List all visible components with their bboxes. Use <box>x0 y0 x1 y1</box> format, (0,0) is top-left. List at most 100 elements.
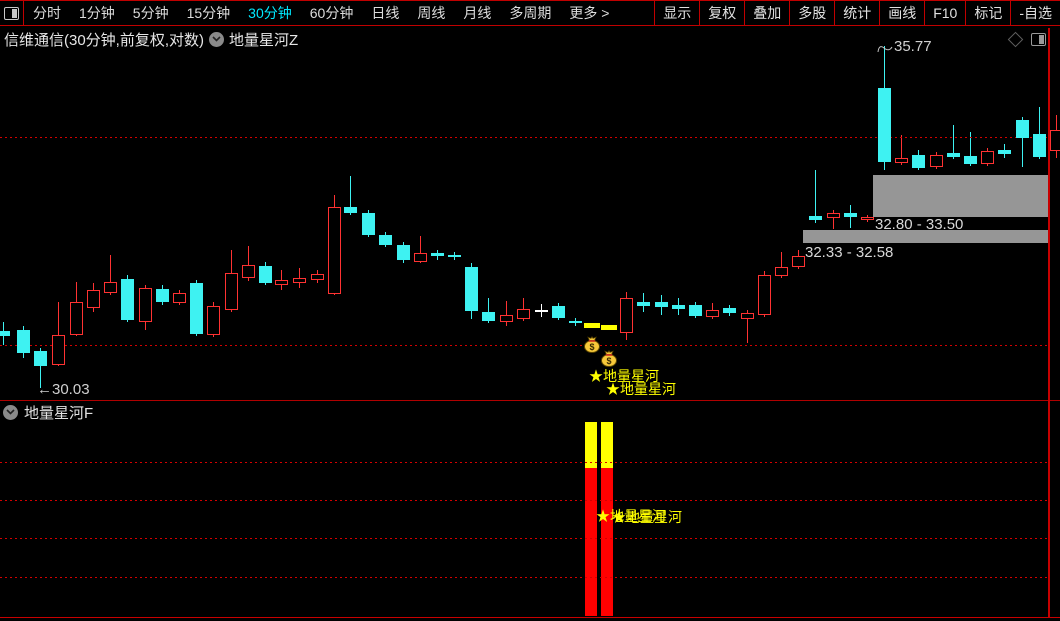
candle <box>311 274 324 280</box>
toolbar-button-1[interactable]: 复权 <box>699 1 744 25</box>
candle <box>981 151 994 164</box>
period-tab-5[interactable]: 60分钟 <box>309 5 354 21</box>
candle-wick <box>815 170 816 223</box>
gridline <box>0 137 1048 138</box>
toolbar-button-0[interactable]: 显示 <box>654 1 699 25</box>
candle <box>1033 134 1046 157</box>
candle <box>741 313 754 319</box>
candle-wick <box>833 210 834 229</box>
toolbar-button-5[interactable]: 画线 <box>879 1 924 25</box>
indicator-bar-bottom <box>601 468 613 616</box>
period-tab-2[interactable]: 5分钟 <box>132 5 169 21</box>
candle <box>70 302 83 335</box>
candle <box>878 88 891 162</box>
period-tab-9[interactable]: 多周期 <box>509 5 552 21</box>
candle-wick <box>901 135 902 165</box>
candle <box>809 216 822 220</box>
period-tab-4[interactable]: 30分钟 <box>248 5 292 21</box>
candle-wick <box>747 310 748 343</box>
candle <box>930 155 943 167</box>
period-tab-6[interactable]: 日线 <box>371 5 400 21</box>
panel-toggle-button[interactable] <box>0 1 24 25</box>
toolbar-button-8[interactable]: -自选 <box>1010 1 1060 25</box>
candle <box>52 335 65 365</box>
candle-wick <box>1022 117 1023 167</box>
bottom-border <box>0 617 1060 618</box>
candle <box>912 155 925 168</box>
candle <box>827 213 840 218</box>
candle-wick <box>40 348 41 388</box>
toolbar-button-6[interactable]: F10 <box>924 1 965 25</box>
gridline <box>0 577 1048 578</box>
toolbar-button-3[interactable]: 多股 <box>789 1 834 25</box>
toolbar-button-4[interactable]: 统计 <box>834 1 879 25</box>
signal-dash <box>584 323 600 328</box>
chevron-down-icon[interactable] <box>209 31 225 47</box>
signal-label: ★地量星河 <box>606 381 676 397</box>
chart-title-bar: 信维通信(30分钟,前复权,对数) 地量星河Z <box>0 28 1060 50</box>
candle-wick <box>1039 107 1040 159</box>
candle <box>655 302 668 307</box>
candle <box>517 309 530 319</box>
signal-dash <box>601 325 617 330</box>
signal-label: ★地量星河 <box>589 368 659 384</box>
candle <box>87 290 100 308</box>
candle-wick <box>953 125 954 159</box>
candle <box>620 298 633 333</box>
panel-maximize-icon[interactable] <box>1031 32 1046 46</box>
candle <box>895 158 908 163</box>
period-tab-8[interactable]: 月线 <box>463 5 492 21</box>
low-price-label: ←30.03 <box>37 381 90 398</box>
indicator-title: 地量星河Z <box>229 31 299 49</box>
candle <box>758 275 771 315</box>
period-tab-0[interactable]: 分时 <box>33 5 61 21</box>
gridline <box>0 538 1048 539</box>
candle <box>861 217 874 220</box>
candle <box>552 306 565 318</box>
signal-label: ★地量星河 <box>596 508 666 524</box>
candle <box>1016 120 1029 138</box>
period-toolbar: 分时 1分钟 5分钟 15分钟 30分钟 60分钟 日线 周线 月线 多周期 更多 > 显示 复权 叠加… <box>0 0 1060 26</box>
candle <box>344 207 357 213</box>
period-tab-1[interactable]: 1分钟 <box>79 5 115 21</box>
toolbar-button-7[interactable]: 标记 <box>965 1 1010 25</box>
gridline <box>0 500 1048 501</box>
gridline <box>0 345 1048 346</box>
candle <box>723 308 736 313</box>
sub-indicator-title: 地量星河F <box>24 404 94 422</box>
candle <box>947 153 960 157</box>
candle <box>362 213 375 235</box>
period-tabs: 分时 1分钟 5分钟 15分钟 30分钟 60分钟 日线 周线 月线 多周期 更多 > <box>24 1 618 25</box>
period-tab-7[interactable]: 周线 <box>417 5 446 21</box>
candle <box>34 351 47 366</box>
candle <box>207 306 220 335</box>
candle <box>121 279 134 320</box>
right-border <box>1048 28 1050 618</box>
gridline <box>0 462 1048 463</box>
zone-price-label: 32.80 - 33.50 <box>875 216 964 233</box>
indicator-bar-top <box>585 422 597 468</box>
svg-text:$: $ <box>589 342 594 352</box>
candle <box>225 273 238 310</box>
indicator-bar-top <box>601 422 613 468</box>
candle <box>17 330 30 353</box>
candle <box>328 207 341 294</box>
money-bag-icon: $ <box>601 350 617 367</box>
signal-label: ★地量星河 <box>612 509 682 525</box>
candle <box>569 321 582 323</box>
candle <box>672 305 685 309</box>
candle <box>706 310 719 317</box>
candle <box>1050 130 1060 151</box>
candle-wick <box>110 255 111 295</box>
candle <box>964 156 977 164</box>
candle-wick <box>506 301 507 326</box>
candle-wick <box>488 298 489 323</box>
period-tab-3[interactable]: 15分钟 <box>186 5 231 21</box>
toolbar-button-2[interactable]: 叠加 <box>744 1 789 25</box>
chevron-down-icon[interactable] <box>3 404 18 420</box>
period-tab-10[interactable]: 更多 > <box>569 5 610 21</box>
sub-panel-header: 地量星河F <box>0 402 93 422</box>
candle <box>293 278 306 283</box>
